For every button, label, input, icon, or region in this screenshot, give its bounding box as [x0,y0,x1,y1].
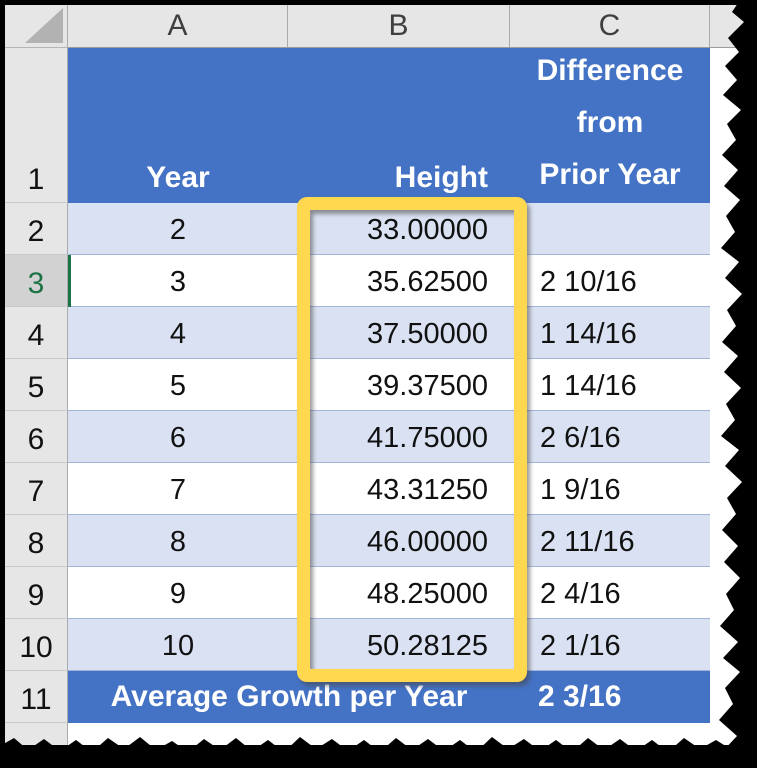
row-header-7[interactable]: 7 [5,463,68,515]
row-header-2[interactable]: 2 [5,203,68,255]
active-cell-indicator [68,255,71,307]
col-header-c[interactable]: C [510,5,710,48]
cell-d7-partial[interactable] [710,463,750,515]
row-header-4[interactable]: 4 [5,307,68,359]
select-all-triangle-icon [25,8,63,43]
col-header-b[interactable]: B [288,5,510,48]
cell-d1-partial[interactable] [710,48,750,203]
col-header-a[interactable]: A [68,5,288,48]
cell-b3[interactable]: 35.62500 [288,255,510,307]
cell-c7[interactable]: 1 9/16 [510,463,710,515]
cell-c11-average-growth-value[interactable]: 2 3/16 [510,671,710,723]
cell-b10[interactable]: 50.28125 [288,619,510,671]
select-all-corner[interactable] [5,5,68,48]
row-12-cells-partial[interactable] [68,723,750,745]
cell-a2[interactable]: 2 [68,203,288,255]
cell-c1-difference-header[interactable]: Difference from Prior Year [510,48,710,203]
cell-d6-partial[interactable] [710,411,750,463]
row-header-9[interactable]: 9 [5,567,68,619]
cell-d3-partial[interactable] [710,255,750,307]
cell-b5[interactable]: 39.37500 [288,359,510,411]
cell-d5-partial[interactable] [710,359,750,411]
cell-d10-partial[interactable] [710,619,750,671]
col-header-d-partial[interactable] [710,5,750,48]
row-header-11[interactable]: 11 [5,671,68,723]
cell-b4[interactable]: 37.50000 [288,307,510,359]
cell-a4[interactable]: 4 [68,307,288,359]
cell-b6[interactable]: 41.75000 [288,411,510,463]
cell-b2[interactable]: 33.00000 [288,203,510,255]
cell-c9[interactable]: 2 4/16 [510,567,710,619]
cell-c4[interactable]: 1 14/16 [510,307,710,359]
cell-a9[interactable]: 9 [68,567,288,619]
cell-d2-partial[interactable] [710,203,750,255]
cell-b7[interactable]: 43.31250 [288,463,510,515]
cell-a8[interactable]: 8 [68,515,288,567]
cell-a5[interactable]: 5 [68,359,288,411]
row-header-8[interactable]: 8 [5,515,68,567]
cell-a10[interactable]: 10 [68,619,288,671]
cell-a6[interactable]: 6 [68,411,288,463]
cell-d11-partial[interactable] [710,671,750,723]
cell-a7[interactable]: 7 [68,463,288,515]
row-header-5[interactable]: 5 [5,359,68,411]
row-header-12-partial[interactable] [5,723,68,745]
row-header-3[interactable]: 3 [5,255,68,307]
cell-a3[interactable]: 3 [68,255,288,307]
cell-c3[interactable]: 2 10/16 [510,255,710,307]
cell-a1-year-header[interactable]: Year [68,48,288,203]
difference-header-line2: from [576,106,644,139]
difference-header-line1: Difference [536,54,684,87]
cell-b9[interactable]: 48.25000 [288,567,510,619]
cell-b1-height-header[interactable]: Height [288,48,510,203]
difference-header-line3: Prior Year [539,158,681,191]
cell-d9-partial[interactable] [710,567,750,619]
cell-c5[interactable]: 1 14/16 [510,359,710,411]
row-header-6[interactable]: 6 [5,411,68,463]
row-header-1[interactable]: 1 [5,48,68,203]
worksheet: A B C 1 Year Height Difference from Prio… [5,5,750,745]
cell-c8[interactable]: 2 11/16 [510,515,710,567]
cell-b8[interactable]: 46.00000 [288,515,510,567]
cell-d4-partial[interactable] [710,307,750,359]
cell-c10[interactable]: 2 1/16 [510,619,710,671]
cell-c2[interactable] [510,203,710,255]
cell-d8-partial[interactable] [710,515,750,567]
row-header-10[interactable]: 10 [5,619,68,671]
cell-a11-b11-average-growth-label[interactable]: Average Growth per Year [68,671,510,723]
cell-c6[interactable]: 2 6/16 [510,411,710,463]
